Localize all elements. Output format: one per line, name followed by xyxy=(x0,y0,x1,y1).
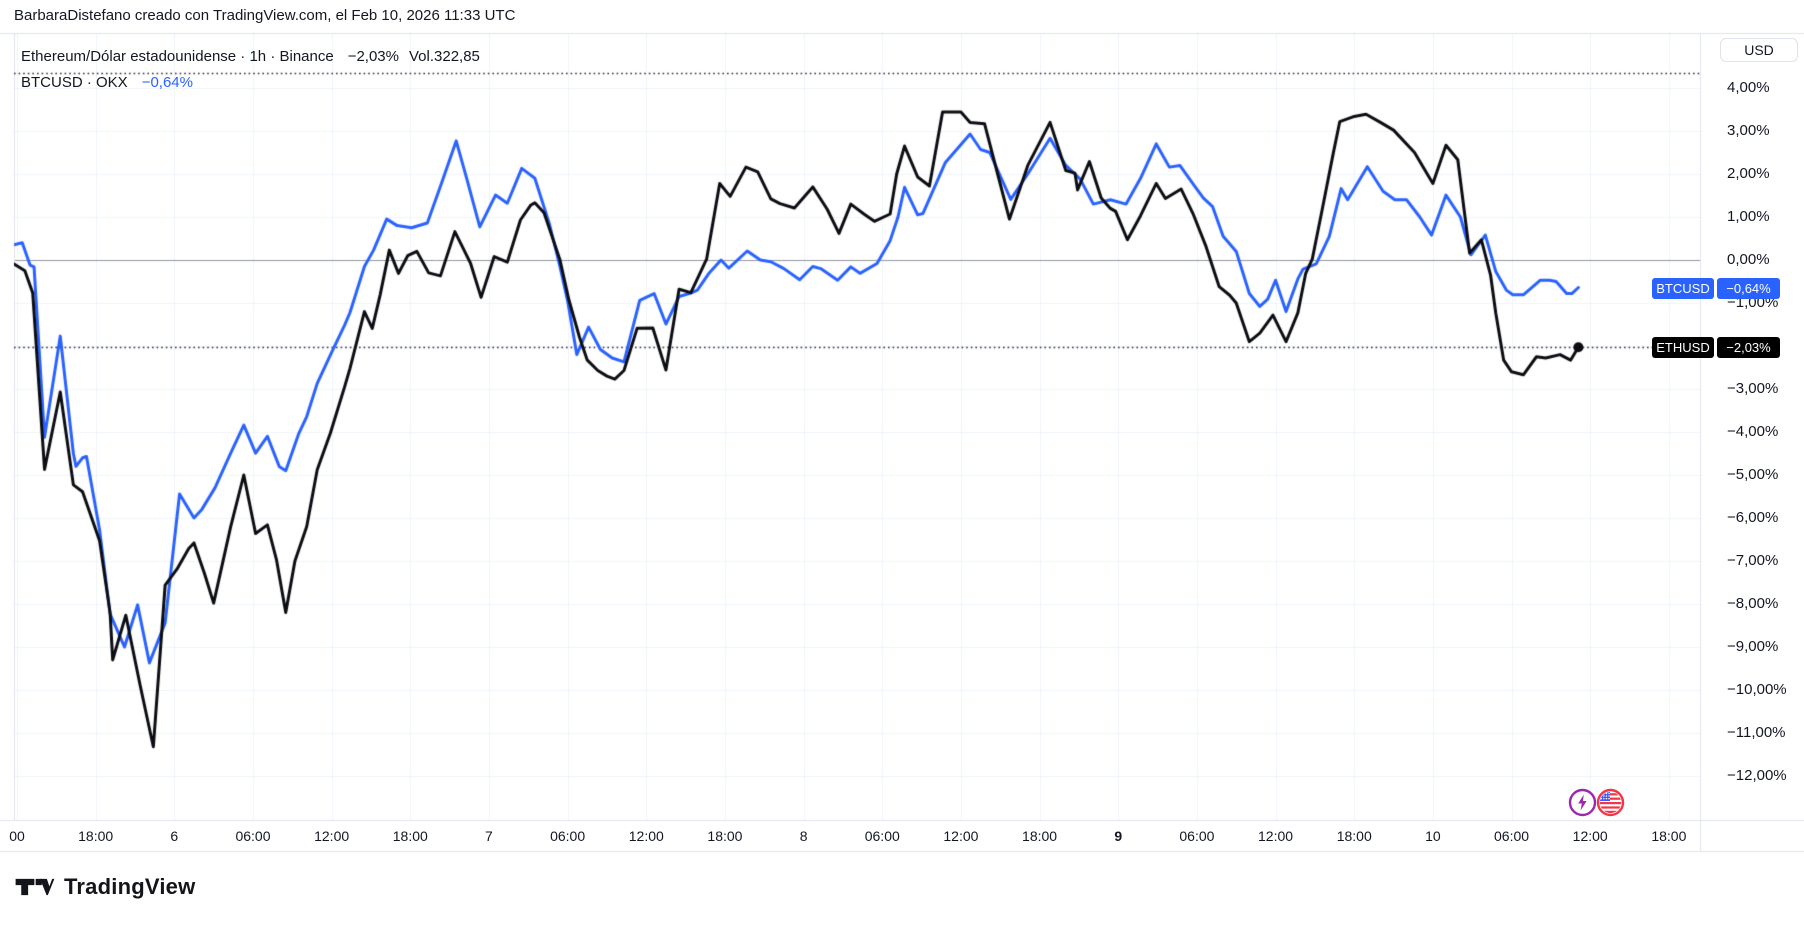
legend-change-btc: −0,64% xyxy=(141,74,193,91)
legend-symbol-btc: BTCUSD · OKX xyxy=(21,74,128,91)
legend-volume-eth: Vol.322,85 xyxy=(408,48,480,65)
time-tick-label: 06:00 xyxy=(1494,828,1530,844)
time-tick-label: 12:00 xyxy=(314,828,350,844)
time-tick-label: 12:00 xyxy=(943,828,979,844)
badge-ethusd-symbol: ETHUSD xyxy=(1652,337,1714,359)
price-tick-label: −9,00% xyxy=(1727,638,1779,655)
price-tick-label: −6,00% xyxy=(1727,509,1779,526)
time-tick-label: 06:00 xyxy=(235,828,271,844)
time-tick-label: 9 xyxy=(1114,828,1123,844)
timescale-event-markers[interactable] xyxy=(1568,788,1625,817)
tradingview-logo[interactable]: TradingView xyxy=(15,873,195,901)
price-tick-label: 1,00% xyxy=(1727,208,1770,225)
price-tick-label: −7,00% xyxy=(1727,552,1779,569)
price-tick-label: −10,00% xyxy=(1727,681,1787,698)
time-tick-label: 00 xyxy=(9,828,25,844)
time-tick-label: 12:00 xyxy=(628,828,664,844)
lightning-event-icon[interactable] xyxy=(1568,788,1597,817)
us-flag-event-icon[interactable] xyxy=(1596,788,1625,817)
time-tick-label: 6 xyxy=(170,828,179,844)
price-tick-label: −3,00% xyxy=(1727,380,1779,397)
price-badge-ethusd: ETHUSD −2,03% xyxy=(1652,337,1780,359)
time-tick-label: 8 xyxy=(799,828,808,844)
time-tick-label: 12:00 xyxy=(1572,828,1608,844)
legend-symbol-eth: Ethereum/Dólar estadounidense · 1h · Bin… xyxy=(21,48,334,65)
time-tick-label: 18:00 xyxy=(392,828,428,844)
time-tick-label: 06:00 xyxy=(1179,828,1215,844)
time-tick-label: 18:00 xyxy=(1651,828,1687,844)
tradingview-logo-text: TradingView xyxy=(64,874,196,899)
legend-row-ethusd[interactable]: Ethereum/Dólar estadounidense · 1h · Bin… xyxy=(21,44,480,70)
price-tick-label: −12,00% xyxy=(1727,767,1787,784)
currency-scale-button[interactable]: USD xyxy=(1720,38,1798,62)
price-tick-label: −4,00% xyxy=(1727,423,1779,440)
price-tick-label: 0,00% xyxy=(1727,251,1770,268)
price-tick-label: −8,00% xyxy=(1727,595,1779,612)
price-tick-label: −5,00% xyxy=(1727,466,1779,483)
time-tick-label: 18:00 xyxy=(1336,828,1372,844)
time-tick-label: 06:00 xyxy=(550,828,586,844)
time-tick-label: 10 xyxy=(1425,828,1441,844)
price-tick-label: −11,00% xyxy=(1727,724,1786,741)
tradingview-logo-icon xyxy=(15,878,55,896)
badge-btcusd-symbol: BTCUSD xyxy=(1652,277,1714,299)
time-tick-label: 06:00 xyxy=(864,828,900,844)
price-badge-btcusd: BTCUSD −0,64% xyxy=(1652,277,1780,299)
time-tick-label: 18:00 xyxy=(78,828,114,844)
time-tick-label: 18:00 xyxy=(1022,828,1058,844)
price-tick-label: 2,00% xyxy=(1727,165,1770,182)
attribution-text: BarbaraDistefano creado con TradingView.… xyxy=(14,7,516,24)
badge-btcusd-value: −0,64% xyxy=(1717,277,1780,299)
time-tick-label: 7 xyxy=(485,828,493,844)
badge-ethusd-value: −2,03% xyxy=(1717,337,1780,359)
legend-change-eth: −2,03% xyxy=(347,48,399,65)
legend-row-btcusd[interactable]: BTCUSD · OKX −0,64% xyxy=(21,70,480,96)
chart-legend: Ethereum/Dólar estadounidense · 1h · Bin… xyxy=(21,44,480,96)
price-tick-label: 4,00% xyxy=(1727,79,1770,96)
time-tick-label: 12:00 xyxy=(1258,828,1294,844)
price-tick-label: 3,00% xyxy=(1727,122,1770,139)
time-tick-label: 18:00 xyxy=(707,828,743,844)
